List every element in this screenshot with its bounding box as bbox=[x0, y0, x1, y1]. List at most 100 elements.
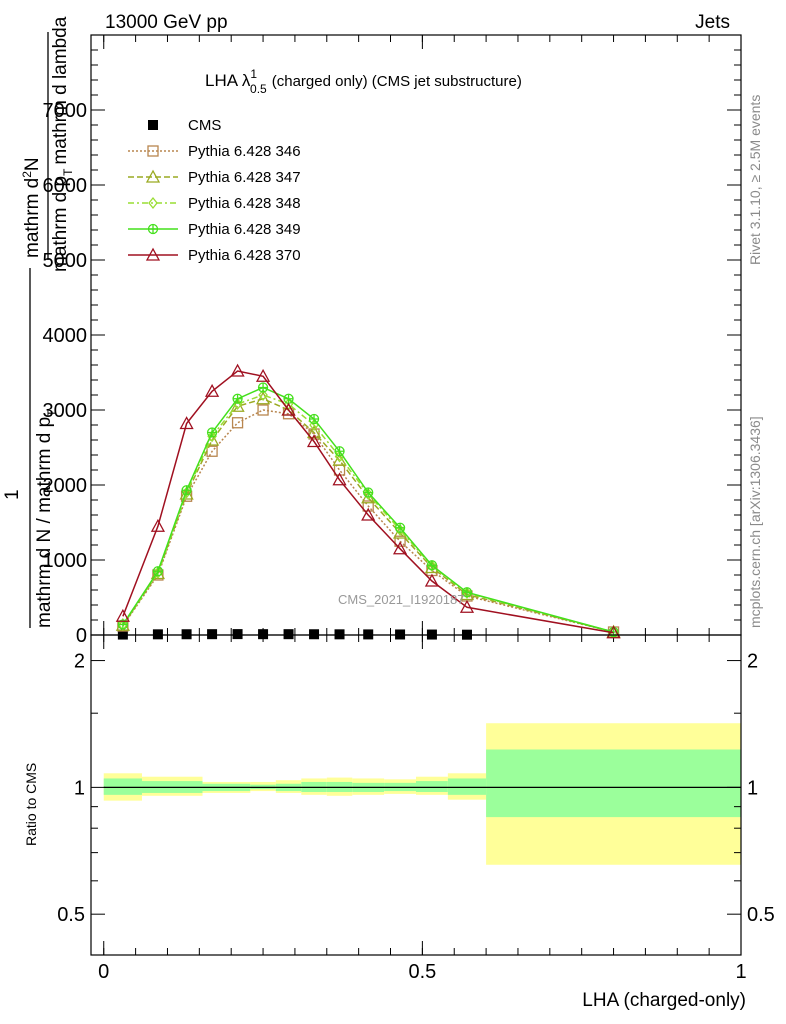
mc-data-point-cross bbox=[233, 394, 243, 404]
mc-data-point bbox=[145, 169, 161, 183]
mc-data-point-cross bbox=[148, 224, 158, 234]
ratio-plot-frame bbox=[90, 634, 742, 956]
analysis-watermark: CMS_2021_I1920187 bbox=[338, 592, 465, 607]
mc-data-point-cross bbox=[363, 488, 373, 497]
y-tick-label: 5000 bbox=[43, 250, 88, 272]
ylabel-numerator: mathrm d2N bbox=[20, 157, 43, 258]
ratio-plot-panel: 0 0.5 1 0.5 0.5 1 1 2 2 bbox=[57, 634, 775, 983]
mc-data-point bbox=[306, 434, 322, 448]
series-line bbox=[122, 398, 614, 633]
mc-data-point bbox=[361, 507, 376, 521]
legend-entry: Pythia 6.428 346 bbox=[128, 143, 301, 160]
mc-data-point bbox=[145, 247, 161, 261]
legend-entry: CMS bbox=[148, 117, 221, 134]
ratio-band-stat bbox=[447, 778, 487, 795]
mc-data-point-cross bbox=[427, 560, 437, 570]
mc-data-point-cross bbox=[258, 383, 268, 392]
mc-data-point bbox=[207, 430, 217, 443]
ratio-band-stat bbox=[486, 749, 741, 818]
x-tick-label: 0.5 bbox=[408, 961, 436, 983]
legend-entry: Pythia 6.428 347 bbox=[128, 169, 301, 186]
mc-data-point bbox=[118, 618, 128, 631]
mc-data-point bbox=[392, 541, 408, 555]
legend-label: Pythia 6.428 346 bbox=[188, 143, 301, 160]
y-tick-label: 1000 bbox=[43, 550, 88, 572]
legend-label: CMS bbox=[188, 117, 221, 134]
cms-data-point bbox=[334, 629, 345, 640]
mc-data-point-cross bbox=[182, 485, 192, 495]
ratio-y-tick-label: 0.5 bbox=[57, 904, 85, 926]
mc-data-point-cross bbox=[462, 587, 472, 597]
ratio-band-stat bbox=[103, 778, 142, 795]
series-4 bbox=[117, 382, 619, 638]
mc-data-point bbox=[424, 573, 440, 587]
mc-data-point bbox=[255, 368, 271, 382]
y-tick-label: 0 bbox=[76, 625, 87, 647]
mc-data-point bbox=[258, 388, 268, 402]
mc-data-point bbox=[230, 363, 245, 377]
mc-data-point-cross bbox=[153, 566, 163, 576]
y-tick-label: 3000 bbox=[43, 400, 88, 422]
plot-title: LHA λ1 0.5 (charged only) (CMS jet substru… bbox=[205, 67, 522, 96]
mc-data-point bbox=[204, 383, 220, 397]
mc-data-point bbox=[231, 417, 244, 429]
mc-data-point bbox=[462, 586, 472, 600]
legend-entry: Pythia 6.428 349 bbox=[128, 221, 301, 238]
mc-data-point bbox=[606, 625, 621, 639]
mc-data-point bbox=[427, 559, 437, 573]
ratio-y-axis-label: Ratio to CMS bbox=[23, 763, 39, 846]
series-5 bbox=[115, 363, 621, 639]
ratio-y-tick-label: 2 bbox=[74, 651, 85, 673]
cms-data-point bbox=[148, 120, 158, 130]
y-tick-label: 7000 bbox=[43, 100, 88, 122]
mc-data-point bbox=[332, 472, 347, 486]
cms-data-point bbox=[283, 629, 294, 640]
cms-data-point bbox=[258, 629, 269, 640]
ylabel-denominator-upper: mathrm d pTmathrm d lambda bbox=[50, 16, 75, 272]
legend-label: Pythia 6.428 347 bbox=[188, 169, 301, 186]
legend-entry: Pythia 6.428 370 bbox=[128, 247, 301, 264]
main-plot-panel: 0 1000 2000 3000 4000 5000 6000 7000 CMS Pythia 6… bbox=[43, 34, 742, 955]
legend: CMS Pythia 6.428 346 Pythia 6.428 347 Pythi… bbox=[128, 117, 301, 264]
y-tick-label: 2000 bbox=[43, 475, 88, 497]
mc-data-point bbox=[306, 425, 322, 439]
mc-data-point-cross bbox=[284, 394, 294, 404]
y-tick-label: 6000 bbox=[43, 175, 88, 197]
legend-label: Pythia 6.428 349 bbox=[188, 221, 301, 238]
legend-entry: Pythia 6.428 348 bbox=[128, 195, 301, 212]
mc-data-point bbox=[115, 608, 130, 622]
ylabel-one: 1 bbox=[2, 489, 23, 500]
mc-data-point bbox=[394, 535, 406, 547]
legend-label: Pythia 6.428 370 bbox=[188, 247, 301, 264]
mc-data-point bbox=[179, 416, 194, 430]
mc-data-point-cross bbox=[395, 523, 405, 533]
x-tick-label: 1 bbox=[735, 961, 746, 983]
ratio-y-tick-label-right: 2 bbox=[747, 651, 758, 673]
legend-label: Pythia 6.428 348 bbox=[188, 195, 301, 212]
mc-data-point-cross bbox=[335, 446, 345, 456]
mc-data-point bbox=[150, 518, 166, 532]
mcplots-label: mcplots.cern.ch [arXiv:1306.3436] bbox=[747, 416, 763, 628]
header-energy-label: 13000 GeV pp bbox=[105, 12, 228, 33]
series-line bbox=[122, 386, 614, 633]
cms-data-point bbox=[232, 629, 243, 640]
mc-data-point bbox=[148, 196, 158, 210]
mc-data-point bbox=[147, 145, 159, 157]
mc-data-point bbox=[459, 599, 475, 613]
cms-data-point bbox=[181, 629, 192, 640]
main-y-axis-label: 1 mathrm d2N mathrm d pTmathrm d lambda … bbox=[2, 16, 75, 628]
cms-data-point bbox=[309, 629, 320, 640]
mc-data-point bbox=[257, 404, 269, 416]
ylabel-denominator-lower: mathrm d N / mathrm d pT bbox=[34, 409, 59, 628]
rivet-label: Rivet 3.1.10, ≥ 2.5M events bbox=[747, 95, 763, 265]
x-axis-label: LHA (charged-only) bbox=[582, 990, 746, 1011]
mc-data-point bbox=[362, 500, 374, 512]
y-tick-label: 4000 bbox=[43, 325, 88, 347]
ratio-y-tick-label-right: 1 bbox=[747, 777, 758, 799]
series-line bbox=[122, 370, 614, 634]
ratio-band-stat bbox=[416, 781, 448, 793]
x-tick-label: 0 bbox=[98, 961, 109, 983]
mc-data-point bbox=[281, 402, 296, 416]
cms-data-point bbox=[152, 629, 163, 640]
